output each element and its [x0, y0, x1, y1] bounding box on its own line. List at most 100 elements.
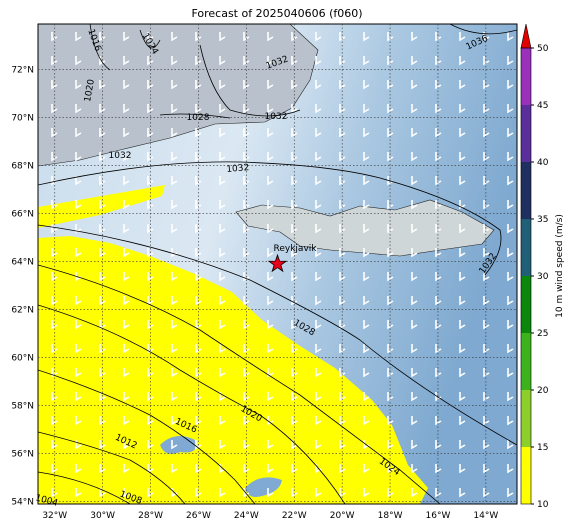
y-tick-label: 58°N — [11, 402, 34, 412]
wind-barb — [411, 368, 418, 378]
wind-barb — [147, 344, 154, 354]
wind-barb — [315, 80, 322, 90]
wind-barb — [147, 392, 154, 402]
wind-barb — [459, 272, 466, 282]
wind-barb — [363, 128, 370, 138]
wind-barb — [507, 416, 514, 426]
wind-barb — [483, 32, 490, 42]
wind-barb — [267, 200, 274, 210]
wind-barb — [243, 200, 250, 210]
wind-barb — [435, 104, 442, 114]
wind-barb — [387, 440, 394, 450]
wind-barb — [267, 128, 274, 138]
wind-barb — [315, 128, 322, 138]
wind-barb — [363, 32, 370, 42]
wind-barb — [123, 488, 130, 498]
isobar — [38, 264, 441, 504]
wind-barb — [123, 368, 130, 378]
wind-barb — [75, 80, 82, 90]
wind-barb — [147, 176, 154, 186]
wind-barb — [387, 344, 394, 354]
wind-barb — [75, 296, 82, 306]
wind-barb — [171, 200, 178, 210]
wind-barb — [483, 80, 490, 90]
wind-barb — [243, 320, 250, 330]
x-tick-label: 26°W — [186, 511, 211, 521]
wind-barb — [267, 488, 274, 498]
wind-barb — [243, 440, 250, 450]
wind-barb — [123, 344, 130, 354]
wind-barb — [99, 224, 106, 234]
wind-barb — [291, 176, 298, 186]
wind-barb — [339, 56, 346, 66]
wind-barb — [99, 32, 106, 42]
colorbar-tick-label: 25 — [537, 329, 548, 339]
wind-barb — [243, 296, 250, 306]
wind-barb — [123, 320, 130, 330]
wind-barb — [315, 272, 322, 282]
wind-barb — [363, 416, 370, 426]
wind-barb — [339, 32, 346, 42]
wind-barb — [291, 128, 298, 138]
contour-label: 1032 — [109, 151, 132, 161]
iceland — [235, 199, 495, 257]
wind-barb — [483, 56, 490, 66]
wind-barb — [267, 416, 274, 426]
wind-barb — [315, 200, 322, 210]
wind-barb — [171, 176, 178, 186]
wind-barb — [51, 464, 58, 474]
wind-barb — [315, 392, 322, 402]
wind-barb — [291, 320, 298, 330]
wind-barb — [435, 224, 442, 234]
wind-barb — [219, 56, 226, 66]
contour-label: 1020 — [83, 78, 97, 103]
wind-barb — [243, 416, 250, 426]
wind-barb — [507, 368, 514, 378]
wind-barb — [363, 80, 370, 90]
wind-barb — [123, 32, 130, 42]
wind-barb — [99, 104, 106, 114]
wind-barb — [219, 152, 226, 162]
wind-barb — [411, 224, 418, 234]
wind-barb — [267, 464, 274, 474]
x-tick-label: 32°W — [42, 511, 67, 521]
wind-barb — [363, 320, 370, 330]
city-marker — [267, 253, 288, 273]
wind-barb — [123, 464, 130, 474]
wind-barb — [483, 176, 490, 186]
wind-barb — [483, 152, 490, 162]
wind-barb — [147, 200, 154, 210]
wind-barb — [483, 128, 490, 138]
wind-barb — [483, 488, 490, 498]
wind-barb — [459, 344, 466, 354]
wind-barb — [195, 368, 202, 378]
wind-barb — [195, 128, 202, 138]
wind-barb — [195, 488, 202, 498]
wind-barb — [267, 248, 274, 258]
wind-barb — [507, 248, 514, 258]
wind-barb — [219, 464, 226, 474]
wind-barb — [219, 104, 226, 114]
wind-barb — [51, 176, 58, 186]
wind-barb — [99, 392, 106, 402]
wind-barb — [171, 320, 178, 330]
colorbar-tick-label: 15 — [537, 443, 548, 453]
wind-barb — [387, 152, 394, 162]
wind-barb — [75, 128, 82, 138]
isobar — [38, 471, 131, 504]
colorbar-segment — [521, 219, 531, 276]
x-tick-label: 16°W — [426, 511, 451, 521]
wind-barb — [75, 272, 82, 282]
wind-barb — [483, 200, 490, 210]
wind-barb — [291, 200, 298, 210]
wind-barb — [243, 224, 250, 234]
wind-barb — [171, 440, 178, 450]
wind-barb — [171, 272, 178, 282]
wind-barb — [363, 296, 370, 306]
sea-patch — [160, 436, 196, 454]
wind-barb — [219, 392, 226, 402]
wind-barb — [507, 488, 514, 498]
wind-barb — [411, 200, 418, 210]
wind-barb — [411, 56, 418, 66]
